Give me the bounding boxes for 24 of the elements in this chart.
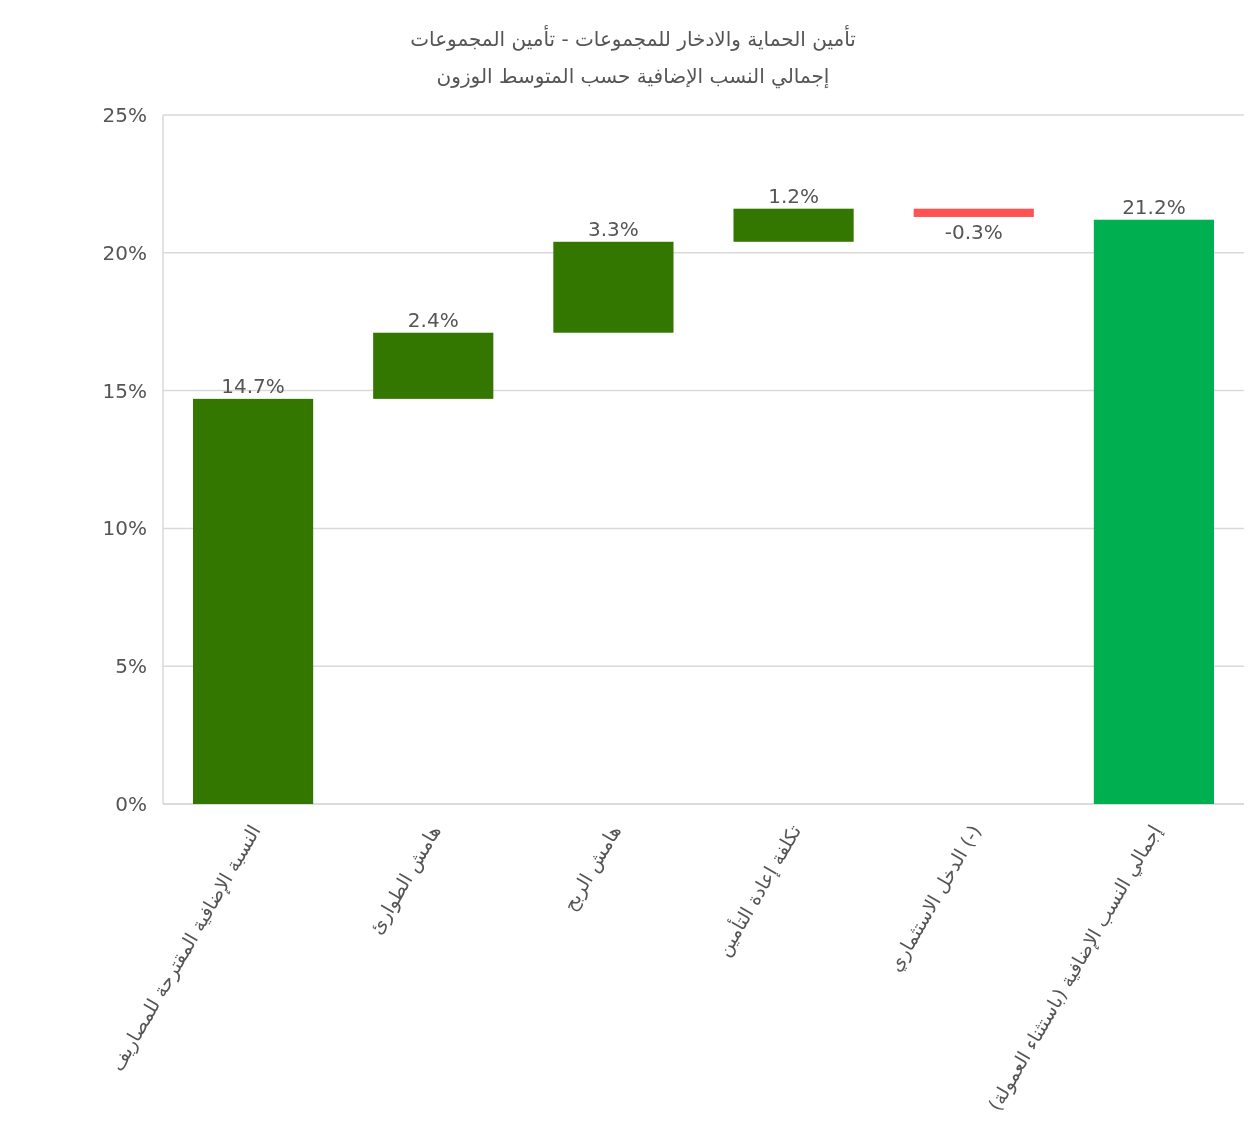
y-tick-label: 15% xyxy=(102,378,147,403)
bar xyxy=(1093,219,1214,804)
y-tick-label: 0% xyxy=(115,792,147,816)
chart-title: تأمين الحماية والادخار للمجموعات - تأمين المجموعات xyxy=(410,25,856,51)
chart-subtitle: إجمالي النسب الإضافية حسب المتوسط الوزون xyxy=(436,64,830,89)
x-tick-label: هامش الربح xyxy=(558,821,626,916)
data-label: -0.3% xyxy=(944,219,1003,244)
y-tick-label: 5% xyxy=(115,654,147,679)
bar xyxy=(913,208,1034,217)
data-label: 3.3% xyxy=(588,216,639,241)
data-label: 21.2% xyxy=(1122,194,1186,219)
data-label: 1.2% xyxy=(768,183,819,208)
bar xyxy=(193,398,314,804)
x-tick-label: تكلفة إعادة التأمين xyxy=(710,820,807,961)
y-tick-label: 20% xyxy=(102,240,147,265)
x-tick-label: هامش الطوارئ xyxy=(364,821,446,939)
y-tick-label: 25% xyxy=(102,103,147,127)
bar xyxy=(733,208,854,242)
y-tick-label: 10% xyxy=(102,516,147,541)
bar xyxy=(373,332,494,399)
x-tick-label: النسبة الإضافية المقترحة للمصاريف xyxy=(105,821,266,1076)
data-label: 14.7% xyxy=(221,373,285,398)
data-label: 2.4% xyxy=(407,307,459,332)
bar xyxy=(553,241,674,333)
